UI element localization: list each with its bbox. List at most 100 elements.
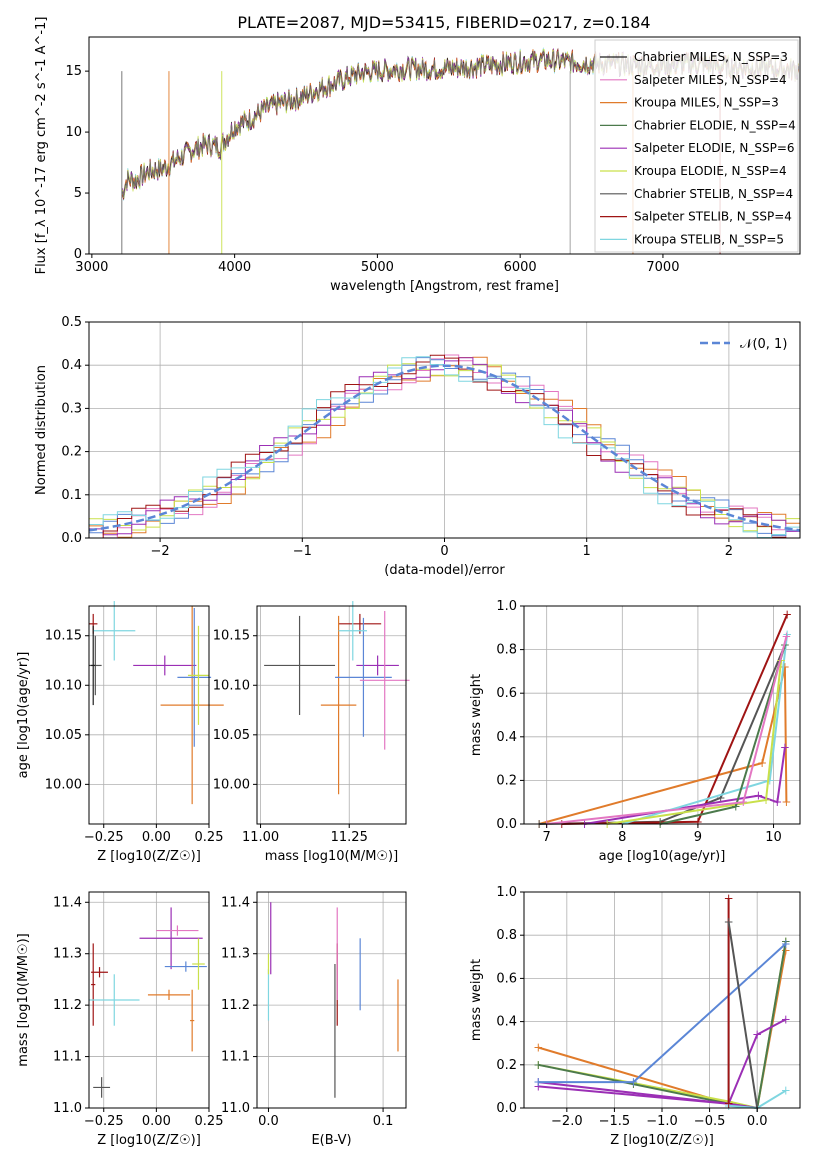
plus-marker: + (693, 815, 703, 829)
y-tick-label: 11.0 (221, 1101, 250, 1116)
plus-marker: + (780, 741, 790, 755)
plus-marker: + (628, 1077, 638, 1091)
plus-marker: + (772, 795, 782, 809)
y-tick-label: 10.00 (45, 777, 82, 792)
x-tick-label: 0.00 (142, 1114, 171, 1129)
plus-marker: + (781, 1012, 791, 1026)
mass-weight-line (727, 922, 759, 1109)
x-tick-label: 7000 (646, 260, 679, 275)
x-tick-label: 0.25 (195, 1114, 224, 1129)
y-tick-label: 0.5 (61, 315, 82, 330)
plus-marker: + (780, 660, 790, 674)
plus-marker: + (781, 935, 791, 949)
mass-weight-line (538, 943, 787, 1084)
plus-marker: + (782, 627, 792, 641)
y-tick-label: 0.0 (496, 817, 517, 832)
legend-box (594, 39, 799, 253)
x-tick-label: 4000 (218, 260, 251, 275)
x-tick-label: −2 (151, 544, 170, 559)
plus-marker: + (533, 1058, 543, 1072)
normal-curve (88, 364, 801, 532)
x-tick-label: 3000 (75, 260, 108, 275)
plus-marker: + (781, 943, 791, 957)
x-tick-label: 5000 (361, 260, 394, 275)
axes-frame (523, 605, 801, 825)
plus-marker: + (724, 891, 734, 905)
x-axis-label: mass [log10(M/M☉)] (265, 849, 398, 864)
x-tick-label: −2.0 (551, 1114, 583, 1129)
x-tick-label: 0.0 (747, 1114, 768, 1129)
x-tick-label: 11.00 (242, 830, 279, 845)
y-tick-label: 11.3 (53, 947, 82, 962)
y-tick-label: 0.2 (61, 445, 82, 460)
plus-marker: + (765, 773, 775, 787)
x-tick-label: 6000 (504, 260, 537, 275)
x-tick-label: 0.00 (142, 830, 171, 845)
legend-entry: Salpeter MILES, N_SSP=4 (634, 73, 787, 87)
plus-marker: + (781, 1084, 791, 1098)
plus-marker: + (533, 1041, 543, 1055)
y-axis-label: age [log10(age/yr)] (16, 652, 31, 779)
y-tick-label: 0.6 (496, 971, 517, 986)
y-tick-label: 11.2 (53, 998, 82, 1013)
y-tick-label: 0.8 (496, 643, 517, 658)
y-tick-label: 11.3 (221, 947, 250, 962)
y-tick-label: 1.0 (496, 885, 517, 900)
y-axis-label: Normed distribution (34, 365, 49, 495)
y-tick-label: 0.8 (496, 928, 517, 943)
y-tick-label: 0.0 (61, 531, 82, 546)
axes-frame (88, 891, 210, 1109)
legend-entry: Kroupa STELIB, N_SSP=5 (634, 232, 784, 246)
plus-marker: + (533, 1075, 543, 1089)
legend-entry: Salpeter STELIB, N_SSP=4 (634, 210, 792, 224)
y-tick-label: 10.15 (45, 629, 82, 644)
y-tick-label: 0.4 (61, 358, 82, 373)
x-axis-label: Z [log10(Z/Z☉)] (97, 849, 201, 864)
y-tick-label: 10.10 (45, 678, 82, 693)
axes-frame (256, 891, 407, 1109)
x-tick-label: −0.5 (694, 1114, 726, 1129)
plus-marker: + (781, 795, 791, 809)
plus-marker: + (752, 1028, 762, 1042)
x-axis-label: Z [log10(Z/Z☉)] (610, 1133, 714, 1148)
legend-entry: Chabrier STELIB, N_SSP=4 (634, 187, 793, 201)
x-tick-label: 1 (583, 544, 591, 559)
mass-weight-line (538, 666, 788, 825)
plus-marker: + (757, 756, 767, 770)
y-tick-label: 11.0 (53, 1101, 82, 1116)
legend-entry: 𝒩(0, 1) (740, 337, 787, 352)
y-tick-label: 11.4 (221, 895, 250, 910)
x-axis-label: E(B-V) (311, 1133, 351, 1148)
plus-marker: + (724, 1097, 734, 1111)
chart-title: PLATE=2087, MJD=53415, FIBERID=0217, z=0… (237, 13, 650, 32)
x-tick-label: −1.0 (646, 1114, 678, 1129)
plus-marker: + (533, 1079, 543, 1093)
x-tick-label: −0.25 (84, 1114, 124, 1129)
plus-marker: + (724, 915, 734, 929)
legend-entry: Chabrier MILES, N_SSP=3 (634, 50, 788, 64)
y-axis-label: mass [log10(M/M☉)] (16, 933, 31, 1066)
y-tick-label: 10 (65, 125, 82, 140)
y-tick-label: 10.05 (45, 728, 82, 743)
y-axis-label: mass weight (469, 674, 484, 756)
x-axis-label: age [log10(age/yr)] (599, 849, 726, 864)
mass-weight-line (659, 644, 786, 825)
y-tick-label: 11.1 (221, 1050, 250, 1065)
legend-entry: Chabrier ELODIE, N_SSP=4 (634, 118, 796, 132)
plus-marker: + (761, 793, 771, 807)
x-tick-label: 0.1 (373, 1114, 394, 1129)
x-axis-label: wavelength [Angstrom, rest frame] (330, 279, 559, 294)
x-tick-label: 0.25 (195, 830, 224, 845)
y-tick-label: 0.4 (496, 730, 517, 745)
plus-marker: + (731, 800, 741, 814)
axes-frame (88, 605, 210, 825)
y-tick-label: 10.10 (213, 678, 250, 693)
plus-marker: + (753, 789, 763, 803)
plus-marker: + (716, 791, 726, 805)
y-tick-label: 1.0 (496, 599, 517, 614)
y-tick-label: 0.2 (496, 1058, 517, 1073)
x-tick-label: −0.25 (84, 830, 124, 845)
plus-marker: + (738, 795, 748, 809)
y-tick-label: 0.2 (496, 773, 517, 788)
